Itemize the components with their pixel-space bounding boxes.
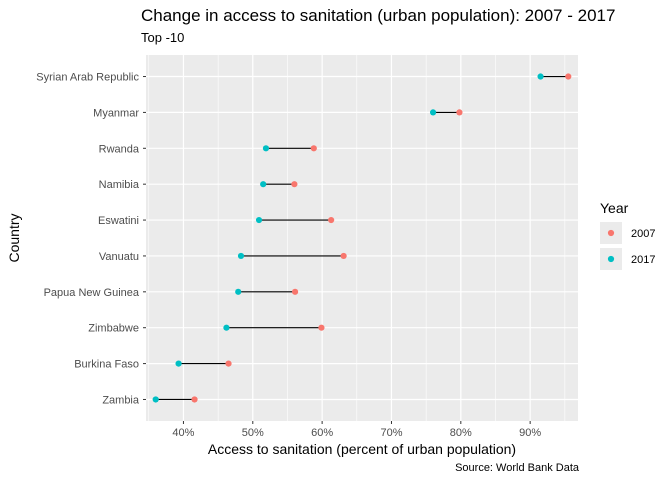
point-2007	[340, 252, 347, 260]
point-2007	[456, 109, 463, 116]
point-2017	[255, 216, 263, 224]
point-2017	[260, 181, 267, 188]
grid-minor	[148, 55, 566, 421]
x-tick-label: 90%	[519, 427, 541, 439]
point-2007	[328, 216, 335, 224]
legend-title: Year	[600, 200, 629, 216]
point-2017	[175, 360, 182, 367]
x-axis-title: Access to sanitation (percent of urban p…	[208, 441, 516, 457]
y-tick-label: Namibia	[99, 179, 140, 191]
y-axis-title: Country	[6, 213, 22, 262]
point-2007	[318, 324, 325, 331]
point-2007	[565, 73, 572, 80]
point-2017	[235, 288, 242, 295]
point-2017	[262, 145, 270, 152]
y-tick-label: Eswatini	[98, 215, 139, 227]
plot-panel	[146, 55, 578, 421]
x-tick-label: 60%	[311, 427, 333, 439]
point-2007	[291, 288, 299, 295]
x-tick-label: 40%	[172, 427, 194, 439]
legend-marker	[607, 255, 615, 263]
point-2007	[191, 396, 198, 403]
point-2007	[291, 181, 298, 188]
point-2017	[223, 324, 230, 331]
chart-subtitle: Top -10	[141, 30, 184, 45]
point-2017	[537, 73, 544, 80]
y-tick-label: Burkina Faso	[74, 359, 139, 371]
point-2007	[225, 360, 232, 367]
legend-label: 2007	[631, 228, 655, 240]
x-tick-label: 70%	[380, 427, 402, 439]
legend-items: 2007 2017	[600, 222, 655, 270]
grid-major	[146, 55, 578, 421]
legend: Year 2007 2017	[600, 200, 655, 270]
y-axis: Zambia Burkina Faso Zimbabwe Papua New Guin…	[36, 72, 146, 406]
legend-label: 2017	[631, 254, 655, 266]
point-2017	[429, 109, 437, 116]
chart-caption: Source: World Bank Data	[455, 462, 580, 474]
dumbbell-segments	[155, 75, 569, 401]
y-tick-label: Vanuatu	[99, 251, 139, 263]
y-tick-label: Zimbabwe	[88, 323, 139, 335]
y-tick-label: Myanmar	[93, 107, 139, 119]
point-2007	[310, 145, 317, 152]
point-2017	[237, 252, 245, 260]
x-axis: 40% 50% 60% 70% 80% 90%	[172, 421, 541, 439]
data-points	[152, 73, 572, 403]
x-tick-label: 80%	[450, 427, 472, 439]
y-tick-label: Zambia	[102, 394, 140, 406]
point-2017	[152, 396, 159, 403]
y-tick-label: Rwanda	[99, 143, 140, 155]
y-tick-label: Papua New Guinea	[44, 287, 140, 299]
y-tick-label: Syrian Arab Republic	[36, 72, 139, 84]
chart-title: Change in access to sanitation (urban po…	[141, 6, 615, 25]
x-tick-label: 50%	[242, 427, 264, 439]
legend-marker	[607, 229, 615, 237]
